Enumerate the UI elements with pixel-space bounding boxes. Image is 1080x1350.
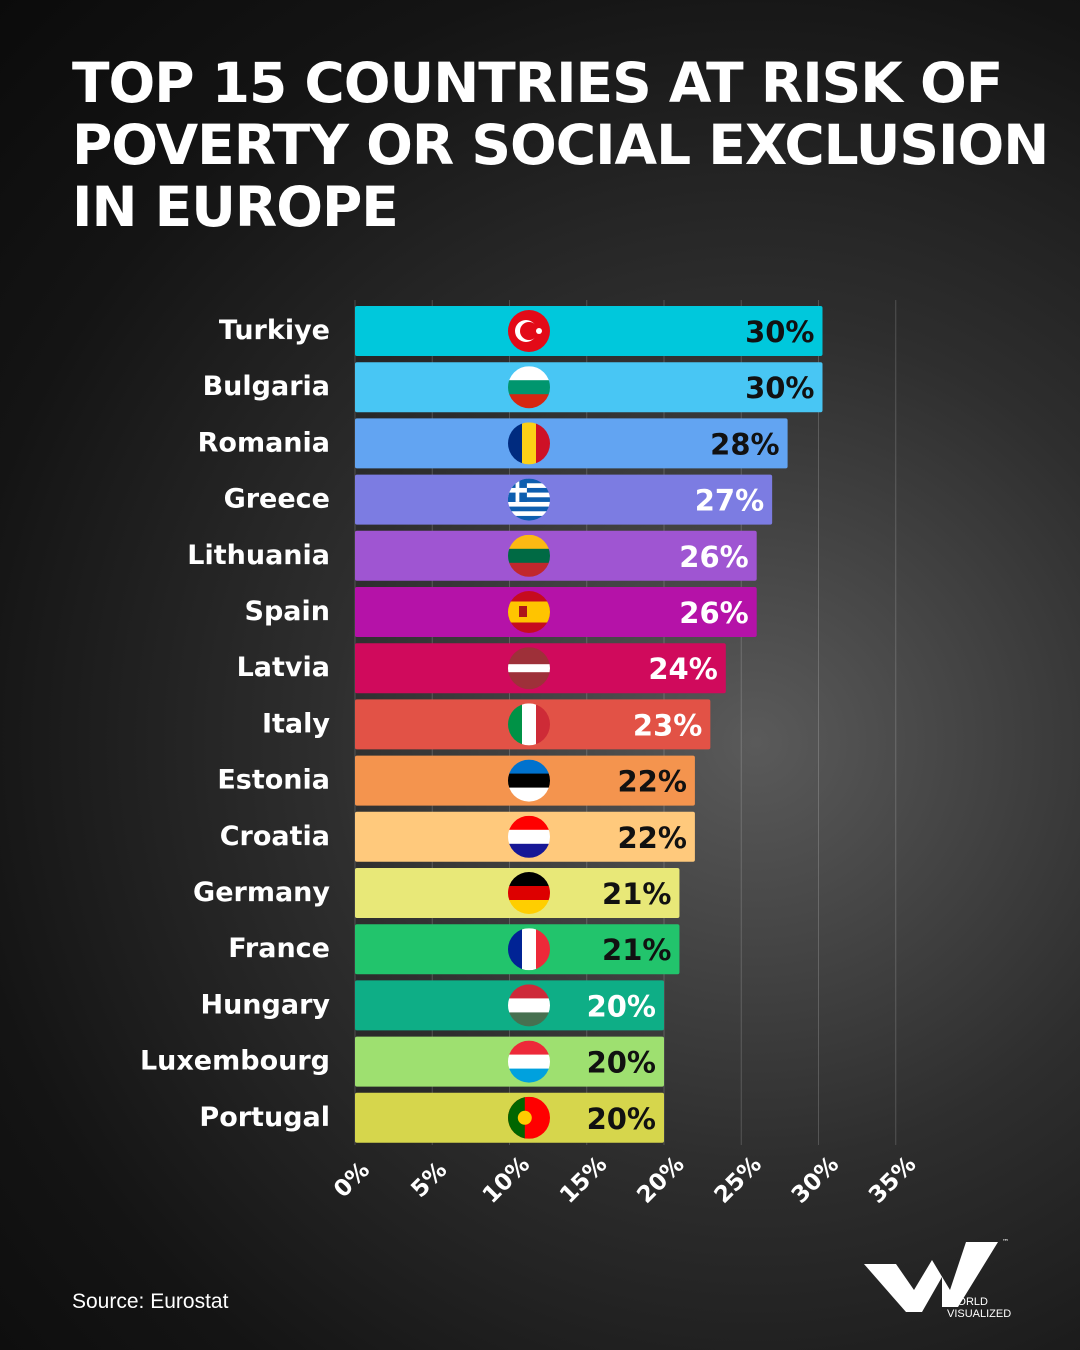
flag-romania-icon	[508, 422, 550, 465]
category-label: Luxembourg	[140, 1046, 330, 1077]
flag-italy-icon	[508, 703, 550, 746]
x-tick-label: 0%	[329, 1157, 375, 1203]
category-label: Latvia	[237, 652, 330, 683]
x-tick-label: 20%	[632, 1151, 689, 1208]
category-label: Croatia	[220, 821, 330, 852]
x-tick-label: 15%	[555, 1151, 612, 1208]
data-label: 23%	[633, 708, 702, 742]
data-label: 20%	[587, 1046, 656, 1080]
bar-romania	[355, 418, 788, 469]
flag-latvia-icon	[508, 647, 550, 690]
category-label: Lithuania	[187, 540, 330, 571]
category-label: Hungary	[200, 989, 330, 1020]
category-label: Spain	[245, 596, 330, 627]
data-label: 28%	[710, 427, 779, 461]
category-label: Greece	[224, 484, 330, 515]
data-label: 24%	[648, 652, 717, 686]
category-label: Portugal	[199, 1102, 330, 1133]
flag-croatia-icon	[508, 815, 550, 858]
bar-turkiye	[355, 306, 823, 356]
x-tick-label: 35%	[864, 1151, 921, 1208]
bar-spain	[355, 587, 757, 637]
flag-bulgaria-icon	[508, 366, 550, 409]
x-tick-label: 10%	[478, 1151, 535, 1208]
source-note: Source: Eurostat	[72, 1290, 229, 1313]
flag-portugal-icon	[508, 1096, 550, 1139]
bar-greece	[355, 474, 773, 525]
bar-lithuania	[355, 530, 757, 581]
flag-estonia-icon	[508, 759, 550, 802]
category-label: Bulgaria	[203, 371, 330, 402]
data-label: 30%	[745, 315, 814, 349]
data-label: 20%	[587, 989, 656, 1023]
flag-turkiye-icon	[508, 310, 550, 352]
data-label: 21%	[602, 877, 671, 911]
data-label: 27%	[695, 484, 764, 518]
flag-hungary-icon	[508, 984, 550, 1027]
flag-luxembourg-icon	[508, 1040, 550, 1083]
category-label: Italy	[262, 708, 330, 739]
flag-france-icon	[508, 928, 550, 971]
flag-lithuania-icon	[508, 534, 550, 577]
data-label: 26%	[679, 540, 748, 574]
flag-germany-icon	[508, 872, 550, 914]
category-label: Germany	[193, 877, 330, 908]
data-label: 22%	[617, 765, 686, 799]
category-label: Turkiye	[219, 315, 330, 346]
category-label: Romania	[198, 427, 330, 458]
chart-title: TOP 15 COUNTRIES AT RISK OF POVERTY OR S…	[72, 51, 1049, 239]
x-tick-label: 30%	[787, 1151, 844, 1208]
data-label: 22%	[617, 821, 686, 855]
x-tick-label: 5%	[406, 1157, 452, 1203]
data-label: 21%	[602, 933, 671, 967]
data-label: 20%	[587, 1102, 656, 1136]
category-label: Estonia	[217, 765, 330, 796]
bar-bulgaria	[355, 362, 823, 413]
trademark: ™	[1002, 1238, 1009, 1246]
brand-line2: VISUALIZED	[947, 1308, 1012, 1320]
x-tick-label: 25%	[710, 1151, 767, 1208]
data-label: 30%	[745, 371, 814, 405]
category-label: France	[228, 933, 330, 964]
data-label: 26%	[679, 596, 748, 630]
flag-greece-icon	[508, 478, 550, 521]
world-visualized-logo: ™	[864, 1238, 1009, 1312]
flag-spain-icon	[508, 591, 550, 633]
brand-line1: WORLD	[947, 1296, 988, 1308]
brand-name: WORLD VISUALIZED	[947, 1296, 1011, 1320]
